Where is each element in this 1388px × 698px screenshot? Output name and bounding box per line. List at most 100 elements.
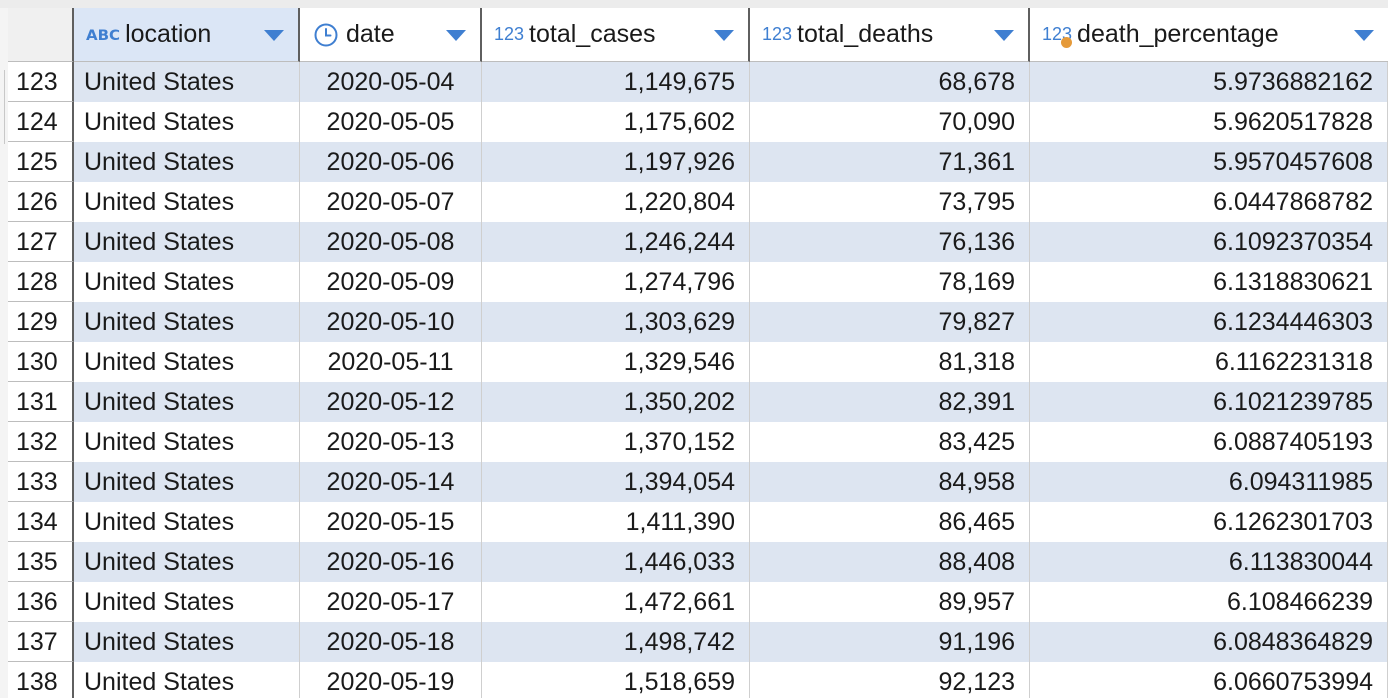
cell-death-percentage[interactable]: 6.0848364829 [1030, 622, 1388, 662]
table-row[interactable]: 134 United States 2020-05-15 1,411,390 86,46… [8, 502, 1388, 542]
row-number[interactable]: 123 [8, 62, 74, 102]
table-row[interactable]: 130 United States 2020-05-11 1,329,546 81,31… [8, 342, 1388, 382]
cell-location[interactable]: United States [74, 102, 300, 142]
row-number[interactable]: 127 [8, 222, 74, 262]
cell-death-percentage[interactable]: 6.0887405193 [1030, 422, 1388, 462]
cell-total-deaths[interactable]: 70,090 [750, 102, 1030, 142]
table-row[interactable]: 127 United States 2020-05-08 1,246,244 76,13… [8, 222, 1388, 262]
row-number[interactable]: 137 [8, 622, 74, 662]
cell-total-deaths[interactable]: 76,136 [750, 222, 1030, 262]
cell-date[interactable]: 2020-05-04 [300, 62, 482, 102]
cell-location[interactable]: United States [74, 302, 300, 342]
cell-total-cases[interactable]: 1,274,796 [482, 262, 750, 302]
cell-death-percentage[interactable]: 6.113830044 [1030, 542, 1388, 582]
sort-filter-arrow-icon[interactable] [714, 30, 734, 41]
row-number[interactable]: 131 [8, 382, 74, 422]
table-row[interactable]: 123 United States 2020-05-04 1,149,675 68,67… [8, 62, 1388, 102]
column-header-location[interactable]: ABC location [74, 8, 300, 62]
cell-death-percentage[interactable]: 6.1021239785 [1030, 382, 1388, 422]
cell-total-cases[interactable]: 1,472,661 [482, 582, 750, 622]
cell-death-percentage[interactable]: 6.0447868782 [1030, 182, 1388, 222]
cell-location[interactable]: United States [74, 542, 300, 582]
table-row[interactable]: 137 United States 2020-05-18 1,498,742 91,19… [8, 622, 1388, 662]
column-header-date[interactable]: date [300, 8, 482, 62]
cell-total-deaths[interactable]: 82,391 [750, 382, 1030, 422]
table-row[interactable]: 132 United States 2020-05-13 1,370,152 83,42… [8, 422, 1388, 462]
cell-location[interactable]: United States [74, 582, 300, 622]
cell-death-percentage[interactable]: 6.0660753994 [1030, 662, 1388, 698]
cell-total-cases[interactable]: 1,329,546 [482, 342, 750, 382]
cell-death-percentage[interactable]: 6.1318830621 [1030, 262, 1388, 302]
cell-location[interactable]: United States [74, 502, 300, 542]
cell-total-deaths[interactable]: 88,408 [750, 542, 1030, 582]
cell-total-deaths[interactable]: 91,196 [750, 622, 1030, 662]
cell-total-deaths[interactable]: 68,678 [750, 62, 1030, 102]
cell-date[interactable]: 2020-05-06 [300, 142, 482, 182]
table-row[interactable]: 124 United States 2020-05-05 1,175,602 70,09… [8, 102, 1388, 142]
row-number[interactable]: 138 [8, 662, 74, 698]
row-number[interactable]: 124 [8, 102, 74, 142]
cell-total-cases[interactable]: 1,518,659 [482, 662, 750, 698]
cell-location[interactable]: United States [74, 182, 300, 222]
cell-death-percentage[interactable]: 6.1162231318 [1030, 342, 1388, 382]
cell-total-deaths[interactable]: 86,465 [750, 502, 1030, 542]
cell-location[interactable]: United States [74, 222, 300, 262]
cell-date[interactable]: 2020-05-19 [300, 662, 482, 698]
cell-date[interactable]: 2020-05-13 [300, 422, 482, 462]
row-number[interactable]: 128 [8, 262, 74, 302]
cell-total-deaths[interactable]: 89,957 [750, 582, 1030, 622]
cell-location[interactable]: United States [74, 262, 300, 302]
cell-death-percentage[interactable]: 6.108466239 [1030, 582, 1388, 622]
cell-total-cases[interactable]: 1,197,926 [482, 142, 750, 182]
cell-date[interactable]: 2020-05-18 [300, 622, 482, 662]
cell-total-cases[interactable]: 1,350,202 [482, 382, 750, 422]
cell-location[interactable]: United States [74, 142, 300, 182]
cell-total-deaths[interactable]: 78,169 [750, 262, 1030, 302]
table-row[interactable]: 128 United States 2020-05-09 1,274,796 78,16… [8, 262, 1388, 302]
table-row[interactable]: 131 United States 2020-05-12 1,350,202 82,39… [8, 382, 1388, 422]
cell-location[interactable]: United States [74, 382, 300, 422]
table-row[interactable]: 129 United States 2020-05-10 1,303,629 79,82… [8, 302, 1388, 342]
row-number[interactable]: 134 [8, 502, 74, 542]
cell-death-percentage[interactable]: 6.1262301703 [1030, 502, 1388, 542]
cell-total-deaths[interactable]: 83,425 [750, 422, 1030, 462]
table-row[interactable]: 136 United States 2020-05-17 1,472,661 89,95… [8, 582, 1388, 622]
table-row[interactable]: 133 United States 2020-05-14 1,394,054 84,95… [8, 462, 1388, 502]
row-number[interactable]: 136 [8, 582, 74, 622]
sort-filter-arrow-icon[interactable] [1354, 30, 1374, 41]
cell-total-cases[interactable]: 1,303,629 [482, 302, 750, 342]
cell-total-deaths[interactable]: 84,958 [750, 462, 1030, 502]
cell-date[interactable]: 2020-05-16 [300, 542, 482, 582]
cell-location[interactable]: United States [74, 422, 300, 462]
cell-date[interactable]: 2020-05-07 [300, 182, 482, 222]
column-header-death-percentage[interactable]: 123 death_percentage [1030, 8, 1388, 62]
column-header-total-deaths[interactable]: 123 total_deaths [750, 8, 1030, 62]
row-number-corner[interactable] [8, 8, 74, 62]
cell-total-cases[interactable]: 1,175,602 [482, 102, 750, 142]
cell-death-percentage[interactable]: 6.1234446303 [1030, 302, 1388, 342]
row-number[interactable]: 126 [8, 182, 74, 222]
cell-date[interactable]: 2020-05-14 [300, 462, 482, 502]
cell-total-deaths[interactable]: 73,795 [750, 182, 1030, 222]
cell-date[interactable]: 2020-05-10 [300, 302, 482, 342]
column-header-total-cases[interactable]: 123 total_cases [482, 8, 750, 62]
cell-total-deaths[interactable]: 71,361 [750, 142, 1030, 182]
cell-total-cases[interactable]: 1,411,390 [482, 502, 750, 542]
cell-death-percentage[interactable]: 5.9570457608 [1030, 142, 1388, 182]
cell-date[interactable]: 2020-05-17 [300, 582, 482, 622]
table-row[interactable]: 125 United States 2020-05-06 1,197,926 71,36… [8, 142, 1388, 182]
cell-location[interactable]: United States [74, 462, 300, 502]
cell-total-cases[interactable]: 1,370,152 [482, 422, 750, 462]
cell-death-percentage[interactable]: 6.1092370354 [1030, 222, 1388, 262]
cell-total-cases[interactable]: 1,498,742 [482, 622, 750, 662]
cell-date[interactable]: 2020-05-12 [300, 382, 482, 422]
row-number[interactable]: 132 [8, 422, 74, 462]
cell-death-percentage[interactable]: 5.9620517828 [1030, 102, 1388, 142]
cell-location[interactable]: United States [74, 62, 300, 102]
cell-total-deaths[interactable]: 79,827 [750, 302, 1030, 342]
cell-date[interactable]: 2020-05-09 [300, 262, 482, 302]
cell-total-deaths[interactable]: 92,123 [750, 662, 1030, 698]
sort-filter-arrow-icon[interactable] [264, 30, 284, 41]
results-grid[interactable]: ABC location date 123 total_cases 123 to… [8, 8, 1388, 698]
cell-total-cases[interactable]: 1,246,244 [482, 222, 750, 262]
